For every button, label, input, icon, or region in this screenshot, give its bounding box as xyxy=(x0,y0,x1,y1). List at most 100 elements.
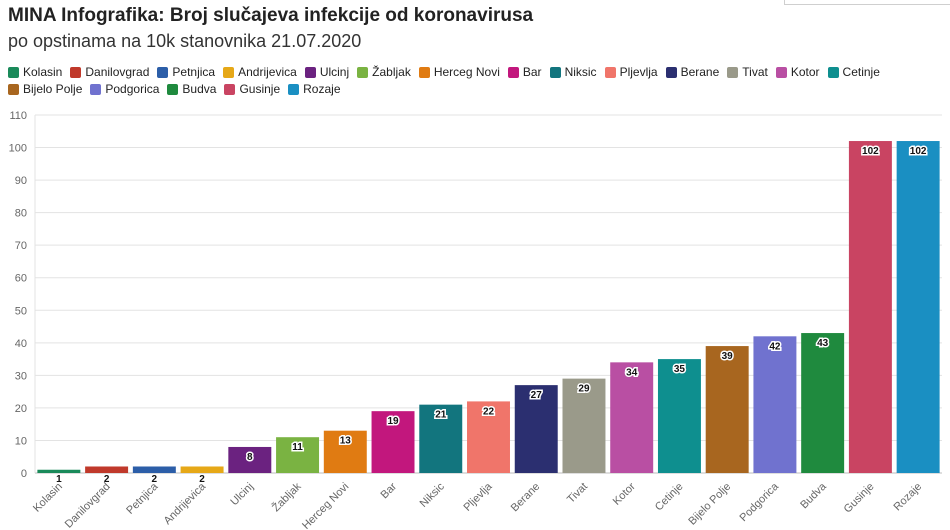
y-tick-label: 90 xyxy=(15,175,27,187)
bar[interactable] xyxy=(562,378,606,473)
legend-item[interactable]: Petnjica xyxy=(157,65,215,79)
legend-item[interactable]: Niksic xyxy=(549,65,597,79)
bar[interactable] xyxy=(85,466,129,473)
data-label: 11 xyxy=(292,442,303,453)
legend-label: Ulcinj xyxy=(319,65,350,79)
x-tick-label: Herceg Novi xyxy=(300,481,351,530)
data-label: 8 xyxy=(247,452,253,463)
legend-item[interactable]: Žabljak xyxy=(357,65,411,79)
x-tick-label: Rozaje xyxy=(892,481,925,514)
bar[interactable] xyxy=(37,469,81,473)
legend-label: Žabljak xyxy=(372,65,411,79)
data-label: 29 xyxy=(578,384,590,395)
x-tick-label: Petnjica xyxy=(124,480,161,517)
legend-swatch xyxy=(418,66,430,78)
data-label: 42 xyxy=(769,341,781,352)
x-tick-label: Kotor xyxy=(611,480,638,507)
legend-label: Kolasin xyxy=(23,65,63,79)
y-tick-label: 10 xyxy=(15,435,27,447)
legend-label: Andrijevica xyxy=(238,65,297,79)
x-tick-label: Danilovgrad xyxy=(63,481,113,530)
y-tick-label: 0 xyxy=(21,468,27,480)
window-corner-frame xyxy=(784,0,950,5)
legend-swatch xyxy=(665,66,677,78)
y-tick-label: 40 xyxy=(15,338,27,350)
bar[interactable] xyxy=(610,362,654,473)
x-tick-label: Andrijevica xyxy=(162,480,209,527)
legend-item[interactable]: Danilovgrad xyxy=(70,65,149,79)
legend-item[interactable]: Rozaje xyxy=(288,82,341,96)
legend-item[interactable]: Kolasin xyxy=(8,65,62,79)
legend-swatch xyxy=(549,66,561,78)
data-label: 21 xyxy=(435,410,447,421)
y-tick-label: 50 xyxy=(15,305,27,317)
legend-item[interactable]: Berane xyxy=(665,65,719,79)
x-tick-label: Bijelo Polje xyxy=(686,481,733,528)
legend-swatch xyxy=(507,66,519,78)
bar[interactable] xyxy=(896,141,940,473)
bar[interactable] xyxy=(180,466,224,473)
data-label: 102 xyxy=(910,146,927,157)
legend-item[interactable]: Pljevlja xyxy=(604,65,658,79)
legend-swatch xyxy=(167,83,179,95)
legend-item[interactable]: Bijelo Polje xyxy=(8,82,82,96)
y-tick-label: 20 xyxy=(15,403,27,415)
bar[interactable] xyxy=(323,430,367,473)
bar[interactable] xyxy=(753,336,797,473)
bar[interactable] xyxy=(467,401,510,473)
legend-item[interactable]: Andrijevica xyxy=(223,65,297,79)
bar[interactable] xyxy=(276,437,320,473)
y-tick-label: 80 xyxy=(15,208,27,220)
bar[interactable] xyxy=(657,359,701,473)
data-label: 13 xyxy=(340,436,352,447)
bar[interactable] xyxy=(228,446,272,473)
data-label: 1 xyxy=(56,474,62,485)
legend-item[interactable]: Gusinje xyxy=(224,82,280,96)
bar[interactable] xyxy=(371,411,415,473)
legend-swatch xyxy=(727,66,739,78)
y-tick-label: 70 xyxy=(15,240,27,252)
data-label: 39 xyxy=(722,351,734,362)
legend-item[interactable]: Kotor xyxy=(775,65,820,79)
legend-swatch xyxy=(288,83,300,95)
legend-item[interactable]: Bar xyxy=(507,65,542,79)
bar[interactable] xyxy=(419,404,463,473)
legend-item[interactable]: Ulcinj xyxy=(304,65,350,79)
data-label: 2 xyxy=(152,474,158,485)
data-label: 43 xyxy=(817,338,829,349)
data-label: 34 xyxy=(626,367,638,378)
bar[interactable] xyxy=(132,466,176,473)
x-tick-label: Budva xyxy=(798,480,829,511)
bar[interactable] xyxy=(705,346,749,473)
x-tick-label: Gusinje xyxy=(842,481,877,516)
legend-label: Tivat xyxy=(742,65,768,79)
legend-item[interactable]: Tivat xyxy=(727,65,768,79)
chart-legend: Kolasin Danilovgrad Petnjica Andrijevica Ulc… xyxy=(8,65,938,96)
x-tick-label: Podgorica xyxy=(738,480,782,524)
y-tick-label: 30 xyxy=(15,370,27,382)
legend-label: Danilovgrad xyxy=(85,65,150,79)
data-label: 19 xyxy=(387,416,399,427)
legend-swatch xyxy=(775,66,787,78)
x-tick-label: Berane xyxy=(509,481,543,515)
legend-label: Kotor xyxy=(790,65,820,79)
legend-label: Bar xyxy=(522,65,542,79)
x-tick-label: Ulcinj xyxy=(228,481,256,509)
legend-item[interactable]: Cetinje xyxy=(827,65,880,79)
legend-label: Gusinje xyxy=(239,82,281,96)
y-tick-label: 100 xyxy=(9,143,27,155)
legend-label: Pljevlja xyxy=(619,65,658,79)
legend-swatch xyxy=(8,66,19,78)
legend-item[interactable]: Podgorica xyxy=(90,82,159,96)
y-tick-label: 60 xyxy=(15,273,27,285)
legend-item[interactable]: Budva xyxy=(167,82,216,96)
legend-swatch xyxy=(827,66,839,78)
bar[interactable] xyxy=(801,333,845,473)
legend-label: Petnjica xyxy=(172,65,216,79)
x-tick-label: Pljevlja xyxy=(461,480,495,514)
bar[interactable] xyxy=(848,141,892,473)
legend-swatch xyxy=(223,66,235,78)
legend-item[interactable]: Herceg Novi xyxy=(418,65,500,79)
legend-swatch xyxy=(604,66,616,78)
bar[interactable] xyxy=(514,385,558,473)
